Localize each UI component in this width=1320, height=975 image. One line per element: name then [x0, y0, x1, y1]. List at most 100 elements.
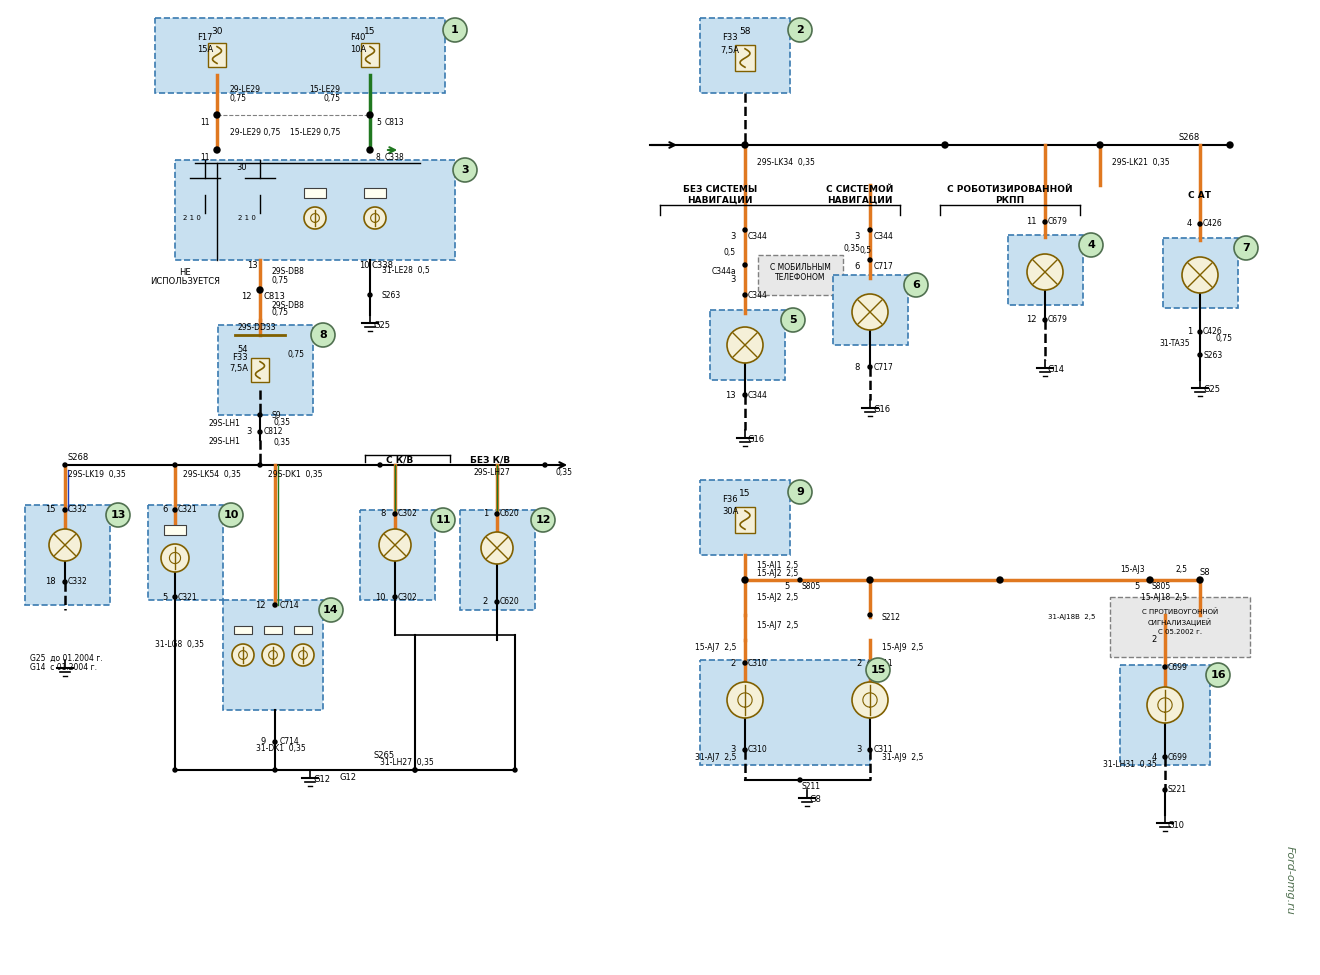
Text: S212: S212 [882, 612, 902, 621]
Text: 5: 5 [789, 315, 797, 325]
Text: ИСПОЛЬЗУЕТСЯ: ИСПОЛЬЗУЕТСЯ [150, 277, 220, 286]
Text: 29S-LK34  0,35: 29S-LK34 0,35 [756, 158, 814, 167]
Text: C717: C717 [874, 262, 894, 271]
Text: 13: 13 [247, 261, 257, 270]
Circle shape [727, 682, 763, 718]
Text: 15-LE29: 15-LE29 [309, 86, 341, 95]
Circle shape [1147, 577, 1152, 583]
Text: 15-AJ7  2,5: 15-AJ7 2,5 [756, 620, 799, 630]
Text: S268: S268 [1179, 133, 1200, 142]
Text: 1: 1 [1187, 328, 1192, 336]
Text: 30: 30 [211, 27, 223, 36]
Text: 10A: 10A [350, 46, 366, 55]
Text: 8: 8 [380, 510, 385, 519]
Text: C338: C338 [372, 261, 393, 270]
Text: C302: C302 [399, 593, 417, 602]
Circle shape [1043, 318, 1047, 322]
FancyBboxPatch shape [459, 510, 535, 610]
FancyBboxPatch shape [360, 43, 379, 67]
Text: 3: 3 [731, 232, 737, 241]
Circle shape [743, 661, 747, 665]
FancyBboxPatch shape [223, 600, 323, 710]
Text: 9: 9 [261, 737, 267, 747]
Circle shape [214, 147, 220, 153]
Circle shape [543, 463, 546, 467]
Text: 12: 12 [535, 515, 550, 525]
Text: 3: 3 [461, 165, 469, 175]
Circle shape [63, 463, 67, 467]
Text: 6: 6 [854, 262, 861, 271]
Circle shape [1163, 665, 1167, 669]
Text: 29S-DK1  0,35: 29S-DK1 0,35 [268, 470, 322, 479]
Circle shape [743, 228, 747, 232]
Circle shape [1163, 788, 1167, 792]
Text: G14  с 01.2004 г.: G14 с 01.2004 г. [30, 664, 96, 673]
Text: 16: 16 [1210, 670, 1226, 680]
Text: 4: 4 [1187, 219, 1192, 228]
Text: C714: C714 [280, 601, 300, 609]
Circle shape [727, 327, 763, 363]
Circle shape [869, 661, 873, 665]
FancyBboxPatch shape [209, 43, 226, 67]
Text: 0,75: 0,75 [230, 94, 247, 102]
Circle shape [480, 532, 513, 564]
Circle shape [869, 365, 873, 369]
Text: С СИСТЕМОЙ
НАВИГАЦИИ: С СИСТЕМОЙ НАВИГАЦИИ [826, 185, 894, 205]
Circle shape [997, 577, 1003, 583]
FancyBboxPatch shape [164, 525, 186, 535]
Text: 11: 11 [1027, 217, 1038, 226]
Circle shape [743, 393, 747, 397]
Circle shape [1043, 220, 1047, 224]
Text: С ПРОТИВОУГОННОЙ: С ПРОТИВОУГОННОЙ [1142, 608, 1218, 615]
Text: 12: 12 [1027, 316, 1038, 325]
Text: НЕ: НЕ [180, 268, 191, 277]
Text: F33: F33 [232, 354, 248, 363]
Circle shape [257, 430, 261, 434]
Circle shape [413, 768, 417, 772]
Text: 0,35: 0,35 [554, 468, 572, 477]
FancyBboxPatch shape [833, 275, 908, 345]
Circle shape [173, 463, 177, 467]
Text: 29-LE29 0,75: 29-LE29 0,75 [230, 128, 280, 137]
Text: 15-AJ1  2,5: 15-AJ1 2,5 [756, 561, 799, 569]
Text: 0,5: 0,5 [861, 246, 873, 254]
Text: C311: C311 [874, 746, 894, 755]
Circle shape [743, 293, 747, 297]
Circle shape [368, 293, 372, 297]
Circle shape [453, 158, 477, 182]
Text: C620: C620 [500, 598, 520, 606]
Circle shape [869, 228, 873, 232]
Text: 2: 2 [857, 658, 862, 668]
Text: 15-AJ2  2,5: 15-AJ2 2,5 [756, 569, 799, 578]
Text: C714: C714 [280, 737, 300, 747]
FancyBboxPatch shape [251, 358, 269, 382]
Circle shape [942, 142, 948, 148]
Text: 7: 7 [1242, 243, 1250, 253]
Text: 15-LE29 0,75: 15-LE29 0,75 [289, 128, 341, 137]
Circle shape [742, 577, 748, 583]
Text: C426: C426 [1203, 219, 1222, 228]
Circle shape [173, 595, 177, 599]
Text: S211: S211 [803, 782, 821, 791]
Circle shape [173, 768, 177, 772]
Circle shape [378, 463, 381, 467]
FancyBboxPatch shape [154, 18, 445, 93]
FancyBboxPatch shape [360, 510, 436, 600]
Circle shape [257, 463, 261, 467]
Circle shape [788, 18, 812, 42]
Text: С АТ: С АТ [1188, 190, 1212, 200]
Circle shape [1181, 257, 1218, 293]
Text: 6: 6 [162, 505, 168, 515]
Circle shape [261, 644, 284, 666]
Text: 31-LE28  0,5: 31-LE28 0,5 [381, 265, 430, 275]
Circle shape [214, 112, 220, 118]
FancyBboxPatch shape [1110, 597, 1250, 657]
Text: S221: S221 [1168, 786, 1187, 795]
Circle shape [1147, 687, 1183, 723]
Text: 14: 14 [323, 605, 339, 615]
Text: C813: C813 [264, 292, 286, 301]
Text: 15: 15 [364, 27, 376, 36]
Text: 5: 5 [162, 593, 168, 602]
Text: S9: S9 [272, 410, 281, 419]
Circle shape [304, 207, 326, 229]
